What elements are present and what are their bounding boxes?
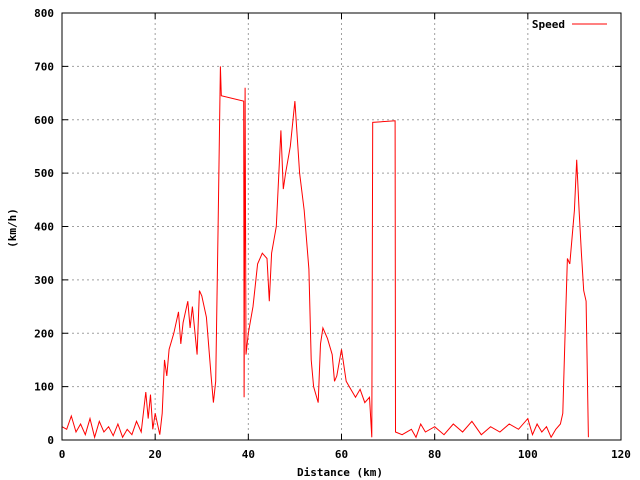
y-tick-label: 400 <box>34 221 54 234</box>
y-tick-label: 300 <box>34 274 54 287</box>
legend-label-speed: Speed <box>532 18 565 31</box>
x-tick-label: 80 <box>428 448 441 461</box>
axes: 0 20 40 60 80 100 120 0 100 200 300 400 500 600 700 800 <box>34 7 631 461</box>
y-tick-label: 600 <box>34 114 54 127</box>
x-tick-label: 20 <box>149 448 162 461</box>
x-tick-label: 0 <box>59 448 66 461</box>
grid <box>62 13 621 440</box>
series-layer <box>61 66 589 440</box>
x-tick-label: 60 <box>335 448 348 461</box>
y-tick-label: 700 <box>34 60 54 73</box>
y-tick-label: 0 <box>47 434 54 447</box>
series-line-speed <box>61 66 589 440</box>
plot-frame <box>61 12 622 441</box>
y-tick-label: 100 <box>34 381 54 394</box>
x-tick-label: 100 <box>518 448 538 461</box>
x-axis-label: Distance (km) <box>297 466 383 479</box>
x-tick-label: 40 <box>242 448 255 461</box>
y-tick-label: 800 <box>34 7 54 20</box>
legend: Speed <box>532 18 607 31</box>
x-tick-label: 120 <box>611 448 631 461</box>
y-tick-label: 500 <box>34 167 54 180</box>
y-tick-label: 200 <box>34 327 54 340</box>
y-axis-label: (km/h) <box>6 208 19 248</box>
